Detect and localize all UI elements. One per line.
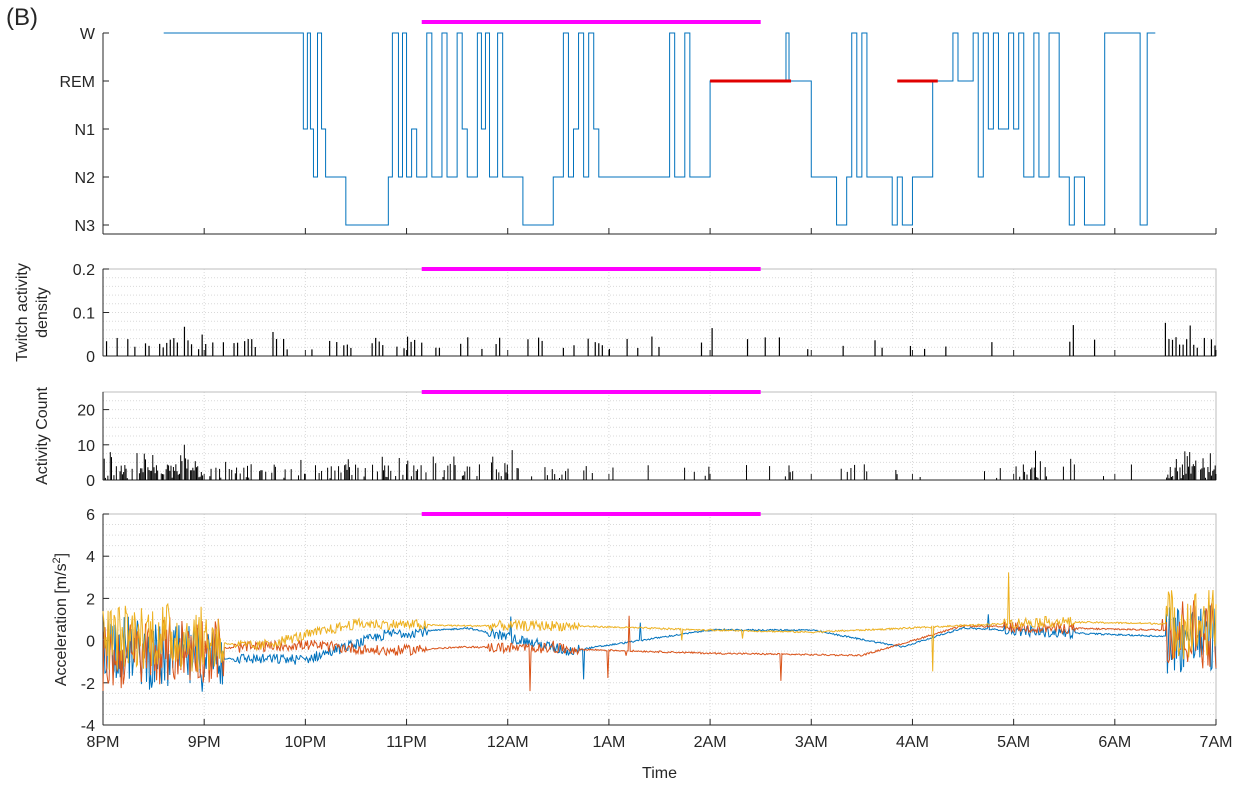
y-tick-label: 0 [86,473,95,490]
y-tick-label: 4 [86,549,95,566]
y-tick-label: -4 [81,718,95,735]
panel-3 [102,391,1217,481]
activity-bars [103,444,1216,480]
y-axis-label: density [34,287,51,338]
x-tick-label: 9PM [188,734,221,751]
y-tick-label: -2 [81,676,95,693]
acceleration-series-3 [102,572,1217,673]
y-tick-label: 2 [86,591,95,608]
x-tick-label: 5AM [997,734,1030,751]
x-tick-label: 2AM [694,734,727,751]
panel-label: (B) [6,4,38,31]
x-tick-label: 7AM [1200,734,1233,751]
plot-frame [102,391,1217,481]
y-tick-label: REM [59,74,95,91]
y-tick-label: N1 [75,122,96,139]
plot-frame [102,268,1217,357]
y-tick-label: 0 [86,634,95,651]
x-tick-label: 12AM [487,734,529,751]
y-tick-label: 0 [86,349,95,366]
y-tick-label: N3 [75,218,96,235]
y-tick-label: 0.2 [73,262,95,279]
y-tick-label: 0.1 [73,306,95,323]
y-tick-label: 10 [77,438,95,455]
x-tick-label: 11PM [386,734,427,751]
y-axis-label: Acceleration [m/s2] [51,553,70,686]
twitch-bars [105,322,1216,356]
y-tick-label: N2 [75,170,96,187]
y-tick-label: 20 [77,403,95,420]
y-axis-label: Twitch activity [14,263,31,362]
panel-4 [102,513,1217,726]
x-tick-label: 1AM [592,734,625,751]
y-axis-label: Activity Count [34,387,51,485]
y-tick-label: W [80,26,96,43]
y-tick-label: 6 [86,507,95,524]
x-tick-label: 10PM [284,734,326,751]
x-tick-label: 4AM [896,734,929,751]
x-tick-label: 6AM [1098,734,1131,751]
acceleration-series-1 [102,605,1217,692]
panel-1 [102,33,1217,235]
panel-2 [102,268,1217,357]
acceleration-series-2 [102,600,1217,692]
x-axis-label: Time [642,765,677,782]
x-tick-label: 3AM [795,734,828,751]
hypnogram-line [163,32,1156,226]
x-tick-label: 8PM [87,734,120,751]
